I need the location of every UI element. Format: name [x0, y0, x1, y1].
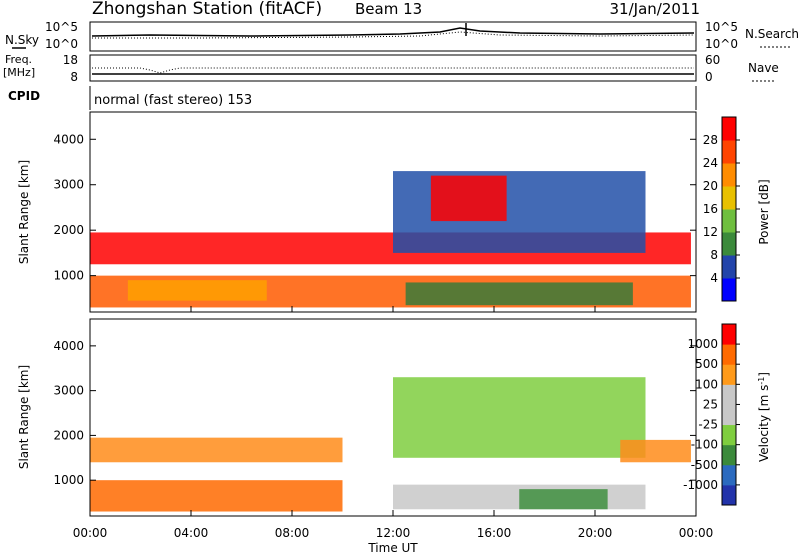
- colorbar-swatch: [722, 117, 736, 141]
- colorbar-tick-label: 100: [695, 377, 718, 391]
- colorbar-swatch: [722, 464, 736, 486]
- colorbar-frame: [721, 323, 737, 506]
- nsearch-trace: [92, 31, 695, 39]
- x-tick-label: 04:00: [174, 526, 209, 540]
- colorbar-swatch: [722, 255, 736, 279]
- time-x-ticks: 00:00 04:00 08:00 12:00 16:00 20:00 00:00: [73, 306, 714, 540]
- colorbar-swatch: [722, 484, 736, 506]
- colorbar-swatch: [722, 404, 736, 426]
- nave-trace: [92, 67, 694, 74]
- power-data-layer: [90, 171, 691, 308]
- nave-tick-bottom: 0: [705, 70, 713, 84]
- y-tick-label: 2000: [53, 428, 84, 442]
- colorbar-swatch: [722, 424, 736, 446]
- nsky-label: N.Sky: [5, 33, 39, 47]
- cpid-label: CPID: [8, 89, 40, 103]
- y-tick-label: 1000: [53, 269, 84, 283]
- colorbar-tick-label: 8: [710, 248, 718, 262]
- colorbar-swatch: [722, 444, 736, 466]
- colorbar-tick-label: 4: [710, 271, 718, 285]
- nsky-tick-top: 10^5: [45, 20, 78, 34]
- freq-tick-bottom: 8: [70, 70, 78, 84]
- colorbar-swatch: [722, 209, 736, 233]
- power-colorbar: 28 24 20 16 12 8 4: [703, 116, 740, 302]
- x-tick-label: 08:00: [275, 526, 310, 540]
- beam-label: Beam 13: [355, 0, 422, 18]
- colorbar-tick-label: -1000: [683, 478, 718, 492]
- colorbar-tick-label: 12: [703, 225, 718, 239]
- x-tick-label: 16:00: [477, 526, 512, 540]
- freq-panel: [89, 54, 697, 82]
- date-label: 31/Jan/2011: [610, 0, 701, 18]
- colorbar-swatch: [722, 232, 736, 256]
- noise-panel: [89, 21, 697, 52]
- velocity-echo-region: [90, 437, 343, 463]
- x-tick-label: 12:00: [376, 526, 411, 540]
- velocity-y-axis-label: Slant Range [km]: [17, 365, 31, 469]
- station-title: Zhongshan Station (fitACF): [92, 0, 322, 19]
- colorbar-tick-label: 24: [703, 156, 718, 170]
- freq-label: Freq.: [5, 53, 32, 66]
- nave-label: Nave: [748, 61, 779, 75]
- nsearch-tick-bottom: 10^0: [705, 37, 738, 51]
- colorbar-tick-label: 1000: [687, 337, 718, 351]
- velocity-colorbar-label: Velocity [m s-1]: [757, 372, 772, 462]
- colorbar-tick-label: 28: [703, 133, 718, 147]
- power-y-axis-label: Slant Range [km]: [17, 160, 31, 264]
- x-tick-label: 00:00: [73, 526, 108, 540]
- y-tick-label: 4000: [53, 132, 84, 146]
- colorbar-swatch: [722, 163, 736, 187]
- colorbar-swatch: [722, 186, 736, 210]
- colorbar-tick-label: -25: [698, 418, 718, 432]
- colorbar-tick-label: 500: [695, 357, 718, 371]
- nave-tick-top: 60: [705, 53, 720, 67]
- freq-unit: [MHz]: [3, 66, 35, 79]
- nsearch-label: N.Search: [745, 27, 799, 41]
- colorbar-swatch: [722, 364, 736, 385]
- power-echo-region: [430, 175, 507, 222]
- colorbar-swatch: [722, 140, 736, 164]
- velocity-echo-region: [90, 480, 343, 512]
- y-tick-label: 1000: [53, 473, 84, 487]
- y-tick-label: 2000: [53, 223, 84, 237]
- colorbar-tick-label: -500: [691, 458, 718, 472]
- cpid-text: normal (fast stereo) 153: [94, 93, 252, 108]
- velocity-data-layer: [90, 377, 691, 512]
- colorbar-swatch: [722, 324, 736, 345]
- colorbar-tick-label: 20: [703, 179, 718, 193]
- colorbar-swatch: [722, 278, 736, 302]
- power-colorbar-label: Power [dB]: [757, 179, 771, 244]
- nsky-trace: [91, 27, 695, 37]
- velocity-echo-region: [620, 439, 691, 463]
- nsearch-tick-top: 10^5: [705, 20, 738, 34]
- y-tick-label: 3000: [53, 384, 84, 398]
- freq-tick-top: 18: [63, 53, 78, 67]
- colorbar-tick-label: 25: [703, 397, 718, 411]
- y-tick-label: 3000: [53, 178, 84, 192]
- power-y-ticks: 4000 3000 2000 1000: [53, 132, 696, 283]
- power-echo-region: [405, 282, 633, 306]
- nsky-tick-bottom: 10^0: [45, 37, 78, 51]
- colorbar-swatch: [722, 384, 736, 405]
- colorbar-tick-label: 16: [703, 202, 718, 216]
- x-tick-label: 20:00: [578, 526, 613, 540]
- y-tick-label: 4000: [53, 339, 84, 353]
- velocity-echo-region: [393, 377, 646, 458]
- velocity-colorbar: 1000 500 100 25 -25 -100 -500 -1000: [683, 323, 740, 506]
- colorbar-swatch: [722, 344, 736, 365]
- x-tick-label: 00:00: [679, 526, 714, 540]
- power-echo-region: [127, 280, 267, 301]
- colorbar-tick-label: -100: [691, 438, 718, 452]
- velocity-y-ticks: 4000 3000 2000 1000: [53, 339, 696, 487]
- velocity-echo-region: [519, 489, 608, 510]
- time-axis-label: Time UT: [367, 541, 418, 554]
